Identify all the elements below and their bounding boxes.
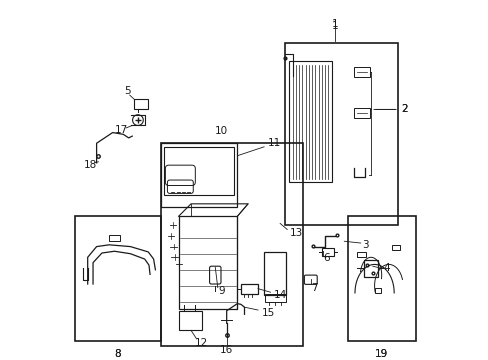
Text: 10: 10 [214, 126, 227, 136]
Text: 19: 19 [374, 348, 387, 359]
Text: 18: 18 [84, 159, 97, 170]
Text: 2: 2 [373, 104, 407, 114]
Text: 8: 8 [115, 348, 121, 359]
Bar [164, 147, 233, 195]
Bar [241, 284, 258, 294]
Bar [134, 99, 148, 109]
Text: 3: 3 [362, 240, 368, 250]
Bar [374, 288, 380, 293]
Text: 17: 17 [115, 125, 128, 135]
Bar [356, 252, 365, 257]
Bar [161, 143, 303, 346]
Bar [285, 44, 397, 225]
Text: 4: 4 [382, 263, 389, 273]
Text: 5: 5 [124, 86, 131, 95]
Bar [109, 235, 120, 241]
Text: 1: 1 [331, 21, 338, 31]
Bar [322, 248, 333, 256]
Text: 6: 6 [323, 253, 329, 263]
Text: 19: 19 [374, 348, 387, 359]
Text: 13: 13 [289, 228, 303, 238]
Text: 1: 1 [331, 19, 338, 29]
Bar [75, 216, 161, 341]
Bar [178, 216, 237, 309]
Text: 8: 8 [115, 348, 121, 359]
Text: 15: 15 [261, 307, 274, 318]
Bar [288, 61, 331, 183]
Bar [264, 294, 285, 302]
Bar [353, 108, 369, 118]
Text: 12: 12 [195, 338, 208, 348]
Text: 2: 2 [375, 104, 407, 114]
Text: 9: 9 [218, 286, 224, 296]
Text: 14: 14 [273, 290, 286, 300]
Bar [161, 143, 237, 207]
Bar [264, 252, 285, 295]
Bar [391, 245, 399, 250]
Bar [178, 311, 202, 330]
Text: 7: 7 [310, 283, 317, 293]
Bar [347, 216, 415, 341]
Text: 11: 11 [267, 138, 280, 148]
Text: 16: 16 [220, 345, 233, 355]
Bar [363, 260, 377, 277]
Bar [353, 67, 369, 77]
